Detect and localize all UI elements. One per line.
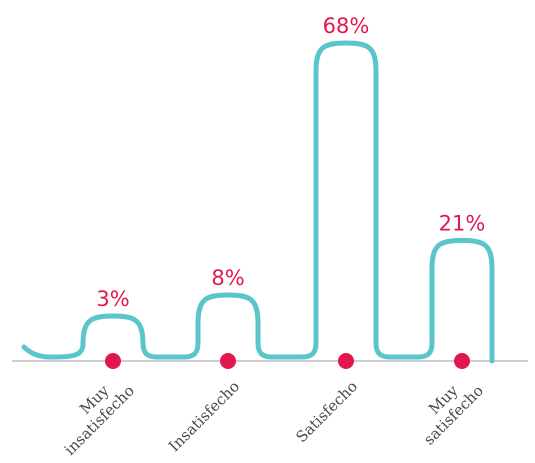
category-label-line: Satisfecho: [292, 377, 361, 446]
category-dot: [454, 353, 470, 369]
category-dots: [105, 353, 470, 369]
category-dot: [220, 353, 236, 369]
value-labels: 3% 8% 68% 21%: [96, 14, 485, 311]
category-dot: [105, 353, 121, 369]
wave-line: [21, 40, 495, 364]
value-label: 21%: [439, 211, 486, 235]
category-dot: [338, 353, 354, 369]
category-label: Satisfecho: [292, 377, 361, 446]
category-label-line: Insatisfecho: [165, 377, 243, 455]
category-label: Insatisfecho: [165, 377, 243, 455]
value-label: 8%: [211, 266, 244, 290]
value-label: 68%: [323, 14, 370, 38]
value-label: 3%: [96, 287, 129, 311]
